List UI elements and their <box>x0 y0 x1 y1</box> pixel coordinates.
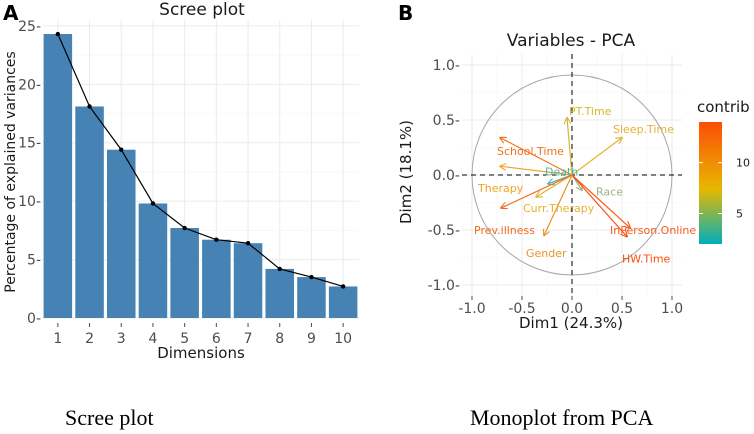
pca-arrow <box>571 174 627 237</box>
scree-bar <box>202 239 231 318</box>
scree-x-tick-label: 3 <box>117 331 126 347</box>
pca-x-tick-label: 0.0 <box>561 301 583 317</box>
scree-x-tick-label: 2 <box>85 331 94 347</box>
scree-point <box>340 284 346 289</box>
pca-arrow <box>571 174 630 228</box>
legend-title: contrib <box>697 98 750 116</box>
scree-point <box>150 201 156 206</box>
pca-y-tick-label: -1.0- <box>428 278 460 294</box>
scree-bar <box>43 34 73 318</box>
pca-arrow <box>500 138 573 176</box>
scree-point <box>87 104 92 109</box>
pca-arrow <box>571 138 622 176</box>
pca-variable-label: Therapy <box>477 182 524 195</box>
pca-variable-label: Race <box>596 186 623 199</box>
scree-y-tick-label: 10- <box>18 194 41 210</box>
scree-y-tick-label: 0- <box>27 311 41 327</box>
panel-label-b: B <box>398 1 413 25</box>
panel-label-a: A <box>3 1 19 25</box>
legend-tick-label: 10 <box>736 157 750 170</box>
scree-point <box>119 147 124 152</box>
scree-y-tick-label: 20- <box>18 77 41 93</box>
pca-x-tick-label: 1.0 <box>661 301 683 317</box>
scree-point <box>214 237 219 242</box>
scree-y-tick-label: 25- <box>18 19 41 35</box>
pca-variable-label: Death <box>545 166 578 179</box>
scree-bar <box>233 243 263 318</box>
pca-x-tick-label: 0.5 <box>611 301 633 317</box>
pca-arrows <box>500 118 630 237</box>
pca-y-label: Dim2 (18.1%) <box>397 120 415 224</box>
scree-point <box>182 225 187 231</box>
pca-variable-label: InPerson.Online <box>610 224 696 237</box>
scree-y-tick-label: 15- <box>18 136 41 152</box>
pca-arrow <box>567 118 573 176</box>
scree-polyline <box>57 33 344 288</box>
pca-variable-label: Prev.illness <box>474 224 535 237</box>
pca-y-tick-label: 1.0- <box>433 58 460 74</box>
caption-scree: Scree plot <box>65 405 154 430</box>
scree-y-ticks: 0- 5- 10- 15- 20- 25- <box>18 19 41 327</box>
scree-bar <box>106 149 136 318</box>
scree-point <box>55 31 61 37</box>
scree-point <box>245 241 251 246</box>
pca-variable-label: HW.Time <box>622 253 671 266</box>
scree-x-tick-label: 6 <box>212 331 221 347</box>
scree-x-tick-label: 5 <box>180 331 189 347</box>
pca-variable-label: Gender <box>526 247 567 260</box>
pca-arrow <box>544 174 573 236</box>
scree-bar <box>170 228 199 318</box>
scree-x-ticks: 1 2 3 4 5 6 7 8 9 10 <box>53 323 352 347</box>
scree-bar <box>138 203 168 318</box>
scree-x-tick-label: 9 <box>307 331 316 347</box>
pca-x-label: Dim1 (24.3%) <box>519 314 623 332</box>
pca-x-tick-label: -0.5 <box>508 301 535 317</box>
caption-monoplot: Monoplot from PCA <box>470 405 654 430</box>
pca-y-tick-label: -0.5- <box>428 223 460 239</box>
scree-x-tick-label: 4 <box>148 331 157 347</box>
contrib-legend: contrib 10 5 <box>697 98 750 244</box>
scree-x-tick-label: 7 <box>244 331 253 347</box>
scree-x-tick-label: 8 <box>275 331 284 347</box>
pca-x-tick-label: -1.0 <box>458 301 485 317</box>
scree-plot: 0-5-10-15-20-25- 1 2 3 4 5 6 7 8 9 10 Scree plot … <box>3 0 359 362</box>
scree-line <box>55 31 346 289</box>
pca-arrow <box>500 166 573 176</box>
scree-bar <box>75 106 104 319</box>
scree-bar <box>297 277 326 318</box>
pca-arrow <box>501 174 573 208</box>
scree-x-tick-label: 1 <box>53 331 62 347</box>
pca-variable-label: School.Time <box>497 145 564 158</box>
pca-title: Variables - PCA <box>507 31 636 51</box>
pca-variable-label: Sleep.Time <box>613 123 674 136</box>
scree-x-label: Dimensions <box>157 344 245 362</box>
pca-y-ticks: 1.0- 0.5- 0.0- -0.5- -1.0- <box>428 58 460 294</box>
scree-point <box>277 266 282 272</box>
legend-colorbar <box>699 122 722 244</box>
scree-bars <box>43 34 358 319</box>
scree-point <box>309 274 314 280</box>
scree-bar <box>265 268 295 318</box>
scree-x-tick-label: 10 <box>334 331 352 347</box>
scree-y-label: Percentage of explained variances <box>3 51 19 292</box>
pca-arrow <box>536 174 573 197</box>
pca-variable-label: PT.Time <box>569 105 612 118</box>
scree-y-tick-label: 5- <box>27 253 41 269</box>
legend-tick-label: 5 <box>736 208 743 221</box>
pca-variable-label: Curr.Therapy <box>523 202 595 215</box>
pca-y-tick-label: 0.0- <box>433 168 460 184</box>
pca-x-ticks: -1.0 -0.5 0.0 0.5 1.0 <box>458 296 683 317</box>
legend-ticks: 10 5 <box>699 157 750 221</box>
scree-bar <box>328 286 358 318</box>
pca-y-tick-label: 0.5- <box>433 113 460 129</box>
scree-title: Scree plot <box>159 0 245 20</box>
